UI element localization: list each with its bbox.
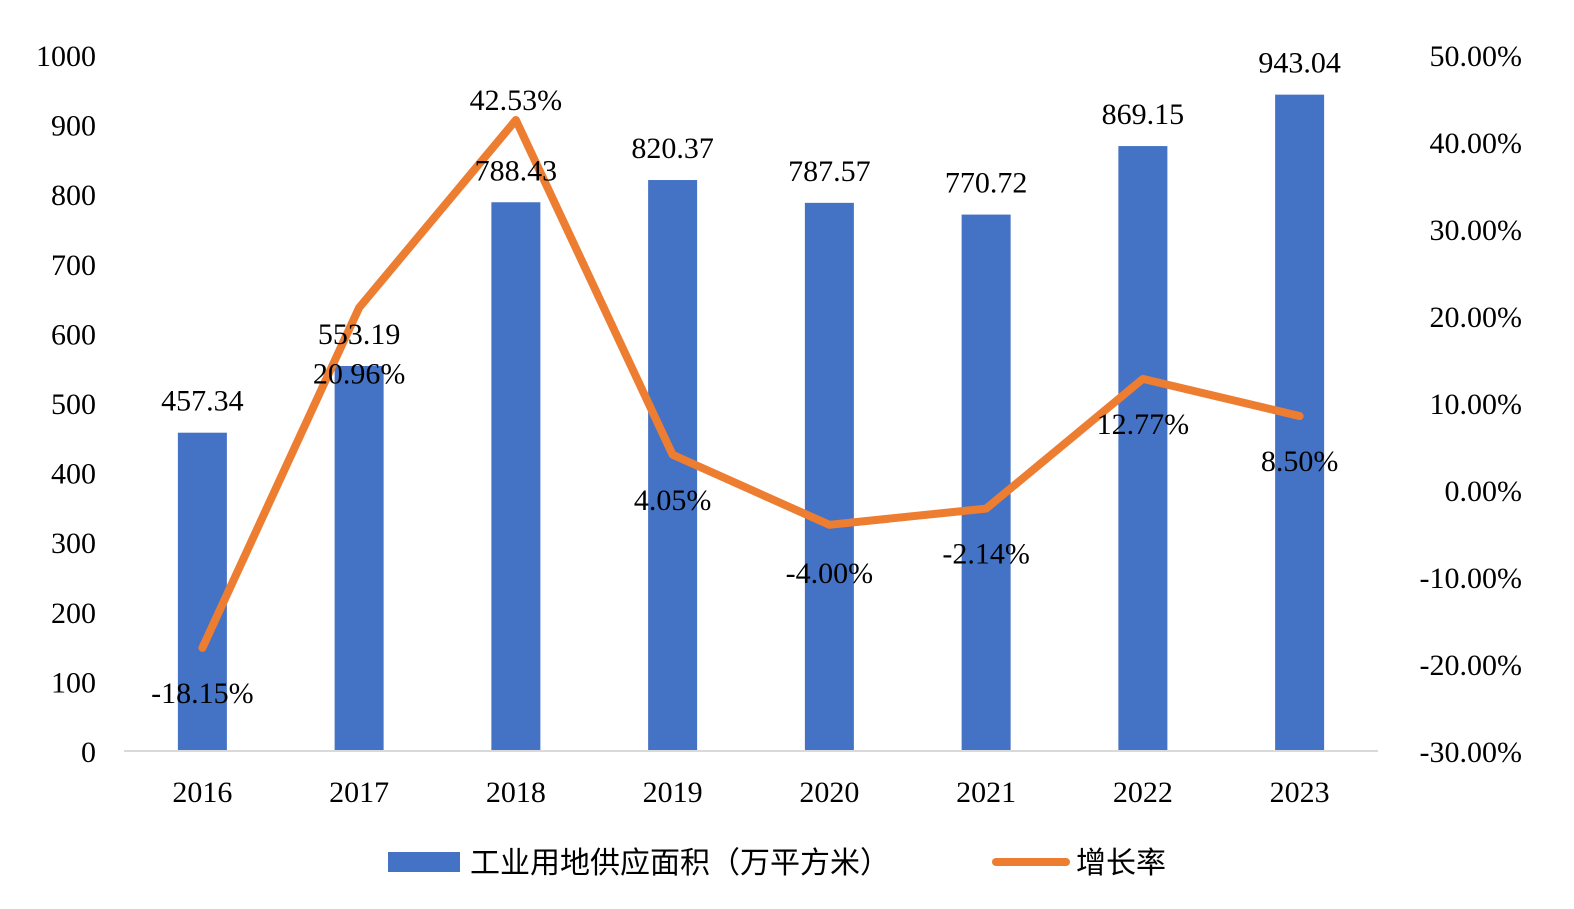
bar-value-label: 770.72: [945, 167, 1028, 200]
legend: 工业用地供应面积（万平方米） 增长率: [388, 846, 1166, 881]
bar-value-label: 788.43: [475, 154, 558, 187]
bar-value-label: 820.37: [631, 132, 714, 165]
left-axis-tick-label: 200: [51, 597, 96, 630]
left-axis-tick-label: 700: [51, 249, 96, 282]
growth-rate-point: [828, 523, 831, 526]
left-y-axis: 0 100 200 300 400 500 600 700 800 900 1000: [36, 40, 96, 769]
x-axis-tick-label: 2017: [329, 776, 389, 809]
bar-2017: [334, 365, 384, 751]
bars-layer: [177, 94, 1325, 752]
left-axis-tick-label: 0: [81, 736, 96, 769]
bar-2021: [961, 214, 1011, 752]
growth-rate-point: [985, 507, 988, 510]
left-axis-tick-label: 100: [51, 666, 96, 699]
growth-rate-label: -18.15%: [151, 677, 253, 710]
x-axis-tick-label: 2021: [956, 776, 1016, 809]
growth-rate-label: 8.50%: [1261, 445, 1339, 478]
x-axis: 2016 2017 2018 2019 2020 2021 2022 2023: [172, 776, 1329, 809]
growth-rate-label: -4.00%: [786, 557, 873, 590]
growth-rate-label: 42.53%: [470, 84, 563, 117]
right-axis-tick-label: -20.00%: [1420, 649, 1522, 682]
bar-2022: [1118, 146, 1168, 751]
growth-rate-label: -2.14%: [942, 538, 1029, 571]
growth-rate-point: [358, 306, 361, 309]
bar-2018: [491, 202, 541, 752]
right-y-axis: -30.00% -20.00% -10.00% 0.00% 10.00% 20.00% 30…: [1420, 40, 1522, 769]
bar-value-label: 457.34: [161, 385, 244, 418]
growth-rate-label: 20.96%: [313, 358, 406, 391]
left-axis-tick-label: 400: [51, 458, 96, 491]
x-axis-tick-label: 2020: [799, 776, 859, 809]
bar-2023: [1275, 94, 1325, 751]
labels-layer: 457.34 553.19 788.43 820.37 787.57 770.72 869.…: [151, 47, 1341, 710]
line-layer: [198, 115, 1304, 652]
x-axis-tick-label: 2016: [172, 776, 232, 809]
right-axis-tick-label: 50.00%: [1430, 40, 1523, 73]
growth-rate-point: [514, 118, 517, 121]
legend-bar-label: 工业用地供应面积（万平方米）: [470, 846, 890, 881]
legend-bar-swatch: [388, 852, 460, 872]
right-axis-tick-label: 40.00%: [1430, 127, 1523, 160]
left-axis-tick-label: 500: [51, 388, 96, 421]
right-axis-tick-label: 10.00%: [1430, 388, 1523, 421]
growth-rate-point: [201, 646, 204, 649]
bar-value-label: 943.04: [1258, 47, 1341, 80]
left-axis-tick-label: 1000: [36, 40, 96, 73]
legend-line-label: 增长率: [1076, 846, 1166, 881]
x-axis-tick-label: 2022: [1113, 776, 1173, 809]
x-axis-tick-label: 2023: [1270, 776, 1330, 809]
bar-value-label: 787.57: [788, 155, 871, 188]
left-axis-tick-label: 800: [51, 179, 96, 212]
growth-rate-point: [1141, 377, 1144, 380]
growth-rate-label: 4.05%: [634, 484, 712, 517]
bar-value-label: 553.19: [318, 318, 401, 351]
right-axis-tick-label: 20.00%: [1430, 301, 1523, 334]
growth-rate-line: [198, 115, 1304, 652]
bar-value-label: 869.15: [1102, 98, 1185, 131]
growth-rate-point: [671, 453, 674, 456]
left-axis-tick-label: 300: [51, 527, 96, 560]
growth-rate-point: [1298, 415, 1301, 418]
right-axis-tick-label: -10.00%: [1420, 562, 1522, 595]
growth-rate-label: 12.77%: [1097, 408, 1190, 441]
x-axis-tick-label: 2018: [486, 776, 546, 809]
bar-2020: [804, 202, 854, 752]
right-axis-tick-label: 0.00%: [1445, 475, 1523, 508]
left-axis-tick-label: 900: [51, 110, 96, 143]
x-axis-tick-label: 2019: [643, 776, 703, 809]
right-axis-tick-label: 30.00%: [1430, 214, 1523, 247]
left-axis-tick-label: 600: [51, 318, 96, 351]
right-axis-tick-label: -30.00%: [1420, 736, 1522, 769]
bar-2016: [177, 432, 227, 751]
